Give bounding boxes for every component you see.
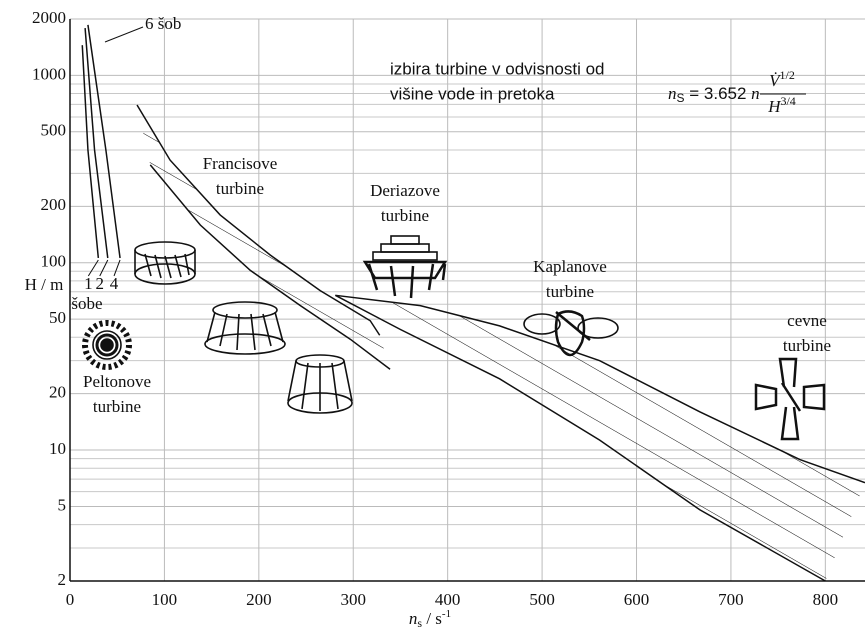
x-tick-label: 700 [718,590,744,609]
turbine-label: 6 šob [145,14,181,33]
francis-icon [288,355,352,413]
turbine-label: Francisove [203,154,278,173]
formula-part: 1/2 [780,68,795,82]
note-text: izbira turbine v odvisnosti od [390,59,605,78]
formula-denominator: H3/4 [767,94,796,116]
turbine-label: Peltonove [83,372,151,391]
formula-part: n [668,84,677,103]
turbine-label: turbine [93,397,141,416]
y-tick-label: 5 [58,495,67,514]
turbine-label: šobe [71,294,102,313]
deriaz-icon [365,236,445,298]
x-axis-label-part: -1 [442,608,451,620]
marks [82,25,865,581]
formula: nS = 3.652 n [668,84,760,105]
label-arrow [105,27,143,42]
x-tick-label: 600 [624,590,650,609]
tube-icon [756,359,824,439]
x-axis-label-part: / s [422,609,442,628]
turbine-label: Deriazove [370,181,440,200]
y-tick-label: 10 [49,439,66,458]
formula-numerator: V̇1/2 [769,68,795,90]
turbine-label: turbine [381,206,429,225]
y-tick-label: 1000 [32,64,66,83]
x-tick-label: 100 [152,590,178,609]
x-axis-label-part: n [409,609,418,628]
y-tick-label: 20 [49,383,66,402]
note-text: višine vode in pretoka [390,84,555,103]
x-tick-label: 400 [435,590,461,609]
chart: 2 5 10 20 50 100 200 500 1000 2000 0 100 200 300 400 50… [0,0,865,631]
turbine-label: turbine [783,336,831,355]
y-tick-label: 50 [49,308,66,327]
y-tick-label: 2 [58,570,67,589]
series-label: 2 [96,274,105,293]
series-label: 1 [84,274,93,293]
x-tick-label: 300 [341,590,367,609]
formula-part: n [751,84,760,103]
turbine-label: cevne [787,311,827,330]
x-axis-label: ns / s-1 [409,608,451,630]
band-hatch [137,105,390,369]
turbine-label: turbine [546,282,594,301]
y-axis-label: H / m [25,275,64,294]
y-tick-label: 2000 [32,8,66,27]
x-tick-label: 0 [66,590,75,609]
y-tick-label: 200 [41,195,67,214]
y-tick-label: 100 [41,252,67,271]
turbine-label: Kaplanove [533,257,607,276]
x-tick-label: 500 [529,590,555,609]
y-tick-label: 500 [41,121,67,140]
series-label: 4 [110,274,119,293]
francis-icon [205,302,285,354]
x-tick-label: 800 [813,590,839,609]
formula-part: S [677,91,685,105]
formula-part: 3/4 [780,94,795,108]
turbine-label: turbine [216,179,264,198]
x-tick-label: 200 [246,590,272,609]
formula-part: = 3.652 [685,84,752,103]
